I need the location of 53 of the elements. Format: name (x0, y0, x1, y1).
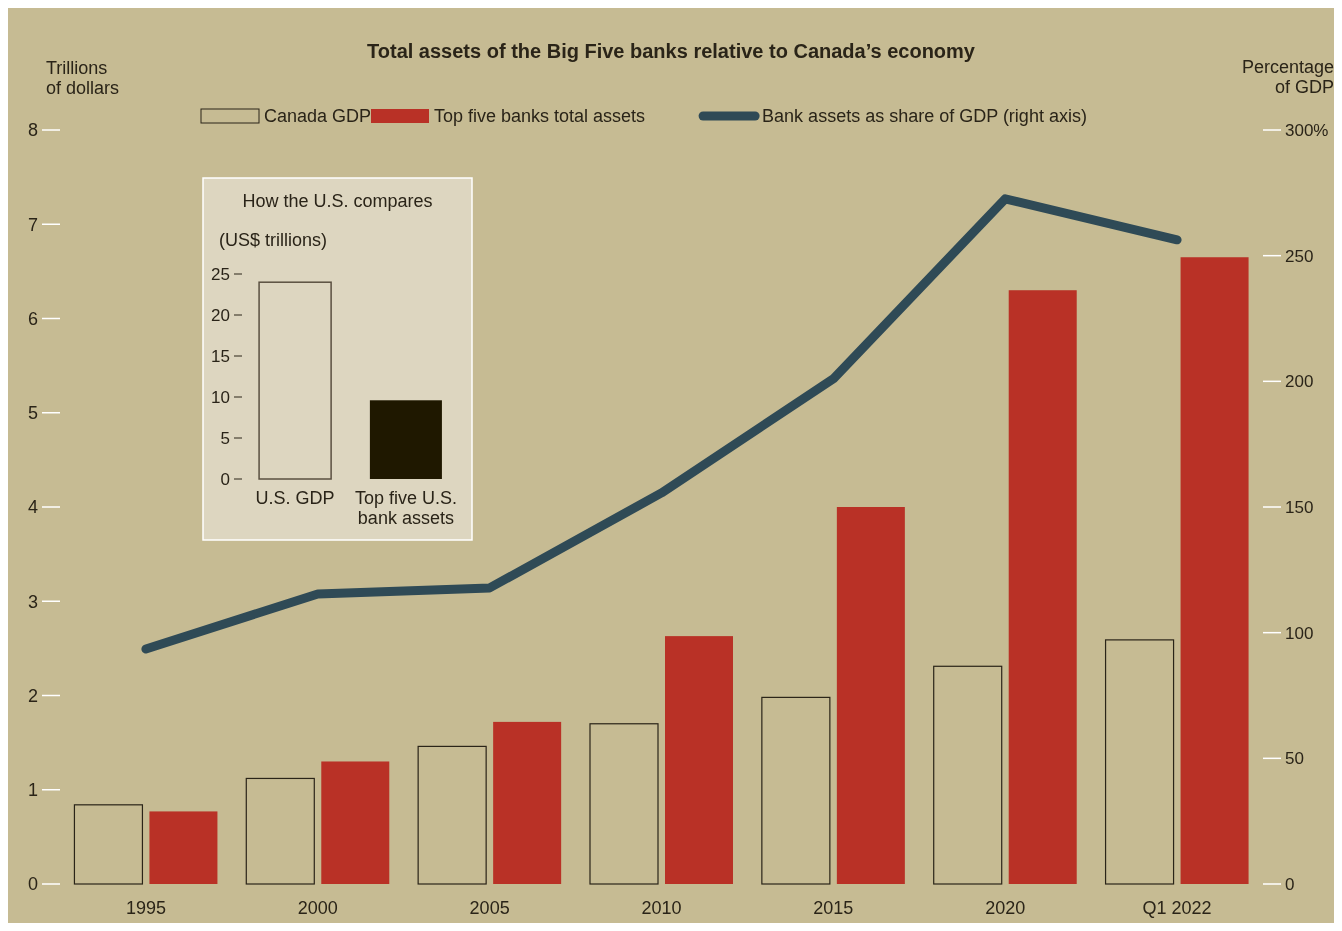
bar (836, 507, 905, 884)
y2-tick-label: 150 (1285, 497, 1314, 517)
y-tick-label: 0 (27, 874, 38, 895)
y2-tick-label: 300% (1285, 120, 1329, 140)
y-tick-label: 10 (211, 387, 230, 407)
x-tick-label: 2020 (985, 898, 1026, 918)
y-tick-label: 8 (27, 120, 38, 141)
bar (589, 723, 659, 885)
x-tick-label: 2010 (641, 898, 682, 918)
chart-title: How the U.S. compares (242, 191, 433, 211)
bar (245, 777, 315, 885)
y-tick-label: 20 (211, 305, 230, 325)
y2-tick-label: 50 (1285, 749, 1304, 769)
bar (1104, 639, 1175, 885)
y-axis-title: Trillions of dollars (46, 58, 120, 98)
x-tick-label: U.S. GDP (255, 488, 335, 508)
bar (493, 721, 562, 884)
y-tick-label: 25 (211, 264, 230, 284)
x-tick-label: 1995 (125, 898, 166, 918)
bar (149, 811, 218, 884)
bar (1008, 290, 1077, 884)
y2-tick-label: 250 (1285, 246, 1314, 266)
chart-title: Total assets of the Big Five banks relative to Canada’s economy (367, 40, 976, 62)
y-tick-label: 2 (27, 685, 38, 706)
y-tick-label: 7 (27, 214, 38, 235)
x-tick-label: Q1 2022 (1142, 898, 1212, 918)
x-tick-label: 2005 (469, 898, 510, 918)
x-tick-label: 2015 (813, 898, 854, 918)
x-tick-label: 2000 (297, 898, 338, 918)
y-tick-label: 15 (211, 346, 230, 366)
bar (933, 665, 1003, 885)
legend-label: Top five banks total assets (434, 106, 646, 126)
y-tick-label: 5 (27, 403, 38, 424)
y-tick-label: 4 (27, 497, 38, 518)
bar (417, 745, 487, 885)
bar (321, 761, 390, 884)
y2-axis-title: Percentage of GDP (1241, 57, 1334, 97)
y-tick-label: 5 (220, 428, 230, 448)
y-axis-title: (US$ trillions) (219, 230, 328, 250)
y2-tick-label: 200 (1285, 372, 1314, 392)
legend-label: Canada GDP (264, 106, 372, 126)
bar (1180, 257, 1249, 884)
y-tick-label: 1 (27, 780, 38, 801)
bar (665, 636, 733, 884)
y-tick-label: 6 (27, 308, 38, 329)
y2-tick-label: 0 (1285, 874, 1295, 894)
y-tick-label: 0 (220, 469, 230, 489)
x-tick-label: Top five U.S. bank assets (354, 488, 457, 528)
y-tick-label: 3 (27, 591, 38, 612)
y2-tick-label: 100 (1285, 623, 1314, 643)
bar (73, 804, 144, 885)
bar (761, 696, 831, 885)
legend-label: Bank assets as share of GDP (right axis) (762, 106, 1087, 126)
